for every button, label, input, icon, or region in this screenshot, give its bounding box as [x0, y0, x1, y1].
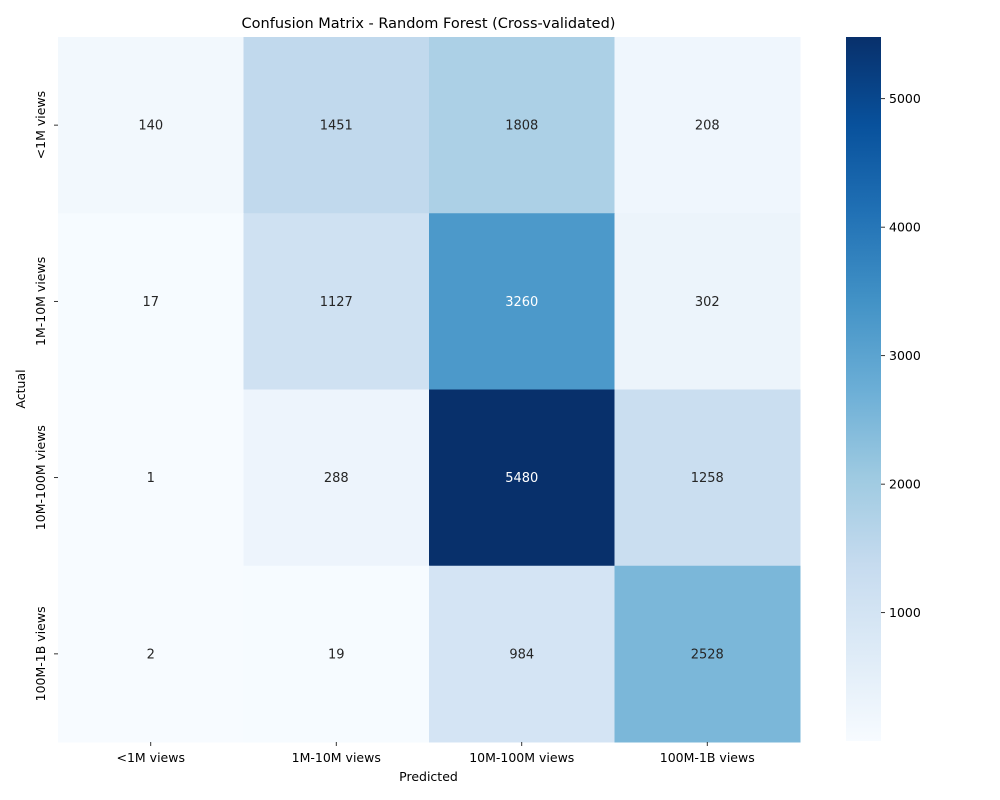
- x-axis-label: Predicted: [399, 769, 458, 784]
- y-axis-label: Actual: [13, 369, 28, 408]
- y-tick-label: 1M-10M views: [33, 257, 48, 346]
- heatmap-cell: [243, 213, 430, 390]
- x-tick-label: 10M-100M views: [469, 750, 574, 765]
- heatmap-cell: [58, 565, 244, 743]
- cell-value-label: 3260: [505, 295, 538, 310]
- heatmap-cell: [243, 565, 430, 743]
- heatmap-cell: [429, 37, 615, 214]
- heatmap-cell: [58, 213, 244, 390]
- colorbar-tick-label: 1000: [889, 605, 921, 620]
- cell-value-label: 17: [142, 295, 159, 310]
- heatmap-cell: [429, 213, 615, 390]
- heatmap-cell: [243, 389, 430, 567]
- heatmap-cell: [243, 37, 430, 214]
- heatmap-cell: [429, 389, 615, 567]
- cell-value-label: 1451: [320, 119, 353, 134]
- cell-value-label: 2: [147, 647, 155, 662]
- heatmap-cell: [614, 565, 801, 743]
- y-axis-ticks: <1M views 1M-10M views 10M-100M views 100M-…: [33, 91, 58, 701]
- cell-value-label: 1258: [691, 471, 724, 486]
- chart-title: Confusion Matrix - Random Forest (Cross-…: [242, 16, 616, 32]
- cell-value-label: 2528: [691, 647, 724, 662]
- y-tick-label: <1M views: [33, 91, 48, 159]
- colorbar-tick-label: 2000: [889, 477, 921, 492]
- colorbar-tick-label: 3000: [889, 348, 921, 363]
- colorbar-ticks: 1000 2000 3000 4000 5000: [881, 91, 921, 620]
- cell-value-label: 208: [695, 119, 720, 134]
- cell-value-label: 288: [324, 471, 349, 486]
- heatmap-cells: [58, 37, 801, 743]
- x-axis-ticks: <1M views 1M-10M views 10M-100M views 100M-…: [117, 742, 755, 765]
- cell-value-labels: 140 1451 1808 208 17 1127 3260 302 1 288 5480 1258 2…: [138, 119, 723, 663]
- cell-value-label: 302: [695, 295, 720, 310]
- colorbar-tick-label: 4000: [889, 220, 921, 235]
- heatmap-cell: [58, 37, 244, 214]
- heatmap-cell: [58, 389, 244, 567]
- x-tick-label: 1M-10M views: [292, 750, 381, 765]
- cell-value-label: 984: [509, 647, 534, 662]
- cell-value-label: 1127: [320, 295, 353, 310]
- cell-value-label: 140: [138, 119, 163, 134]
- cell-value-label: 19: [328, 647, 345, 662]
- y-tick-label: 10M-100M views: [33, 425, 48, 530]
- heatmap-cell: [614, 389, 801, 567]
- colorbar-tick-label: 5000: [889, 91, 921, 106]
- cell-value-label: 1808: [505, 119, 538, 134]
- y-tick-label: 100M-1B views: [33, 606, 48, 701]
- heatmap-cell: [614, 213, 801, 390]
- heatmap-cell: [614, 37, 801, 214]
- x-tick-label: <1M views: [117, 750, 185, 765]
- cell-value-label: 1: [147, 471, 155, 486]
- cell-value-label: 5480: [505, 471, 538, 486]
- x-tick-label: 100M-1B views: [660, 750, 755, 765]
- colorbar: [846, 37, 881, 741]
- heatmap-cell: [429, 565, 615, 743]
